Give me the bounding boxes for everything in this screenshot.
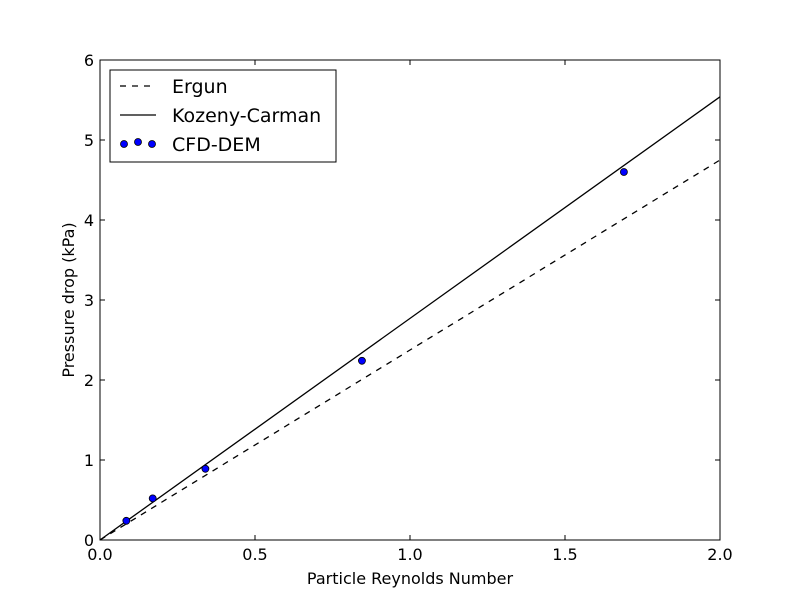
y-tick-label: 5: [84, 131, 94, 150]
data-point: [148, 494, 157, 503]
legend-label: Kozeny-Carman: [172, 105, 321, 127]
data-point: [122, 516, 131, 525]
legend: Ergun Kozeny-Carman CFD-DEM: [109, 69, 337, 163]
legend-label: CFD-DEM: [172, 134, 261, 156]
legend-swatch-marker: [120, 140, 128, 148]
x-axis-label: Particle Reynolds Number: [307, 569, 514, 588]
series-line-0: [99, 159, 721, 541]
y-axis-label: Pressure drop (kPa): [59, 222, 78, 377]
y-tick-label: 4: [84, 211, 94, 230]
x-tick-label: 1.5: [552, 545, 577, 564]
y-tick-label: 2: [84, 371, 94, 390]
data-point: [201, 464, 210, 473]
y-tick-label: 3: [84, 291, 94, 310]
legend-swatch-marker: [134, 138, 142, 146]
x-tick-label: 0.0: [87, 545, 112, 564]
plot-marks: [99, 96, 721, 541]
data-point: [620, 168, 628, 176]
legend-box: [109, 69, 337, 163]
x-tick-label: 2.0: [707, 545, 732, 564]
axis-ticks: 0.0 0.5 1.0 1.5 2.0 0 1 2 3 4 5 6: [84, 51, 733, 564]
series-line-1: [99, 96, 721, 541]
legend-label: Ergun: [172, 76, 228, 98]
y-tick-label: 0: [84, 531, 94, 550]
data-point: [358, 356, 366, 365]
y-tick-label: 6: [84, 51, 94, 70]
legend-swatch-marker: [148, 140, 156, 148]
y-tick-label: 1: [84, 451, 94, 470]
x-tick-label: 1.0: [397, 545, 422, 564]
x-tick-label: 0.5: [242, 545, 267, 564]
